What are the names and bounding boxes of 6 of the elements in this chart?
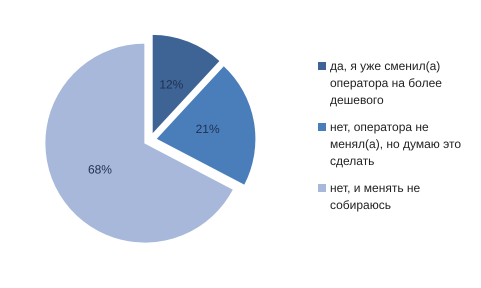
- data-label: 12%: [159, 78, 184, 92]
- legend-label: нет, оператора не менял(а), но думаю это сделать: [330, 120, 462, 168]
- data-label: 68%: [88, 162, 112, 176]
- legend-label: да, я уже сменил(а) оператора на более дешевого: [330, 59, 442, 107]
- legend-label: нет, и менять не собираюсь: [330, 181, 421, 212]
- data-label: 21%: [196, 122, 220, 136]
